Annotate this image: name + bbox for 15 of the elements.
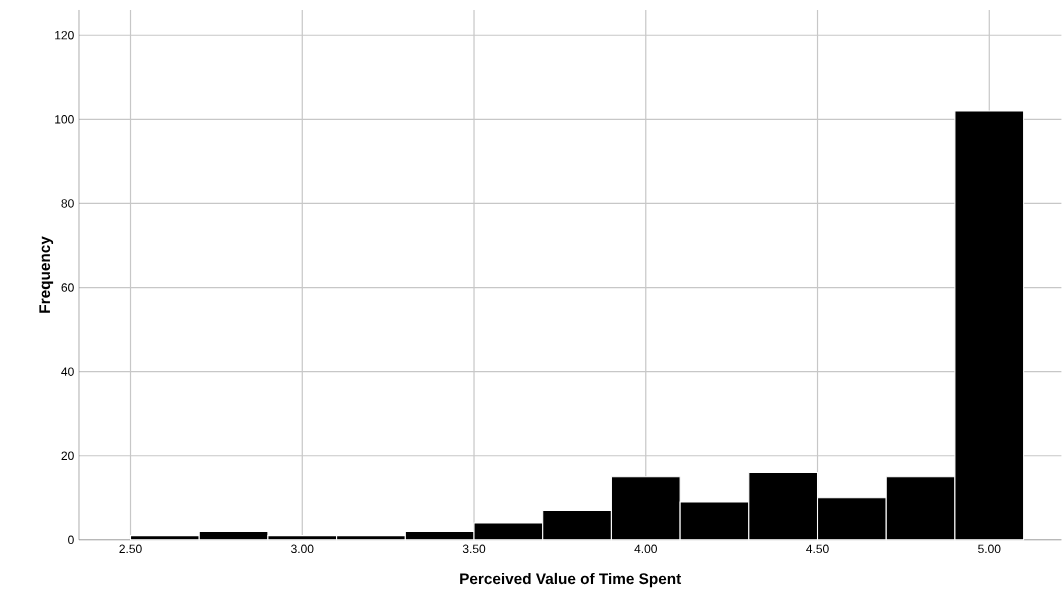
x-tick-label: 3.00 [291,544,314,554]
y-tick-label: 120 [55,31,74,40]
y-tick-label: 0 [68,535,74,545]
x-tick-label: 4.00 [634,544,657,554]
y-axis-title: Frequency [39,236,54,313]
x-tick-label: 5.00 [978,544,1001,554]
y-tick-label: 40 [61,367,74,376]
y-tick-label: 60 [61,283,74,292]
x-tick-label: 4.50 [806,544,829,554]
x-axis-title: Perceived Value of Time Spent [460,572,682,588]
y-tick-label: 100 [55,115,74,124]
y-tick-label: 80 [61,199,74,208]
x-tick-label: 2.50 [119,544,142,554]
y-tick-label: 20 [61,451,74,461]
x-tick-label: 3.50 [462,544,486,554]
